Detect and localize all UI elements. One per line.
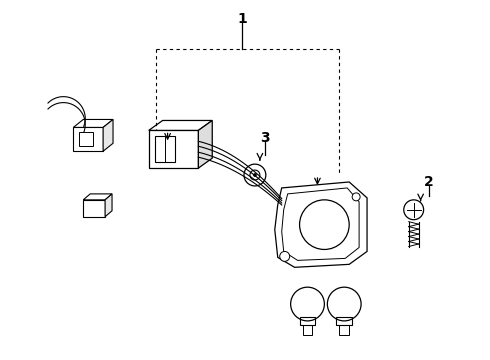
Polygon shape [83,194,112,200]
Bar [74,127,103,151]
Bar [79,132,93,146]
Circle shape [291,287,324,321]
Bar [336,317,352,325]
Bar [339,325,349,335]
Circle shape [280,251,290,261]
Circle shape [253,174,256,176]
Polygon shape [198,121,212,168]
Circle shape [244,164,266,186]
Circle shape [404,200,424,220]
Text: 2: 2 [424,175,434,189]
Circle shape [352,193,360,201]
Polygon shape [103,120,113,151]
Circle shape [299,200,349,249]
Polygon shape [105,194,112,217]
Text: 3: 3 [260,131,270,145]
Bar [155,136,174,162]
Circle shape [250,170,260,180]
Bar [83,200,105,217]
Polygon shape [275,182,367,267]
Bar [299,317,316,325]
Text: 1: 1 [237,12,247,26]
Polygon shape [74,120,113,127]
Bar [302,325,313,335]
Circle shape [327,287,361,321]
Bar [149,130,198,168]
Polygon shape [149,121,212,130]
